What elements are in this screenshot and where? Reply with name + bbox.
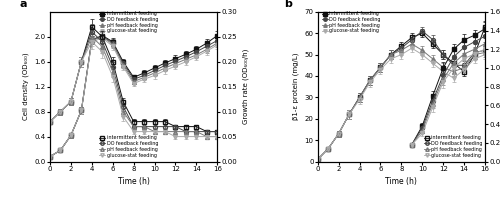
X-axis label: Time (h): Time (h) (386, 177, 418, 186)
Legend: intermittent feeding, DO feedback feeding, pH feedback feeding, glucose-stat fee: intermittent feeding, DO feedback feedin… (424, 135, 482, 158)
Y-axis label: Growth rate (OD₆₀₀/h): Growth rate (OD₆₀₀/h) (243, 49, 250, 124)
Y-axis label: β1-ε protein (mg/L): β1-ε protein (mg/L) (292, 53, 299, 120)
Text: b: b (284, 0, 292, 9)
Text: a: a (20, 0, 28, 9)
Y-axis label: Cell density (OD₆₀₀): Cell density (OD₆₀₀) (22, 53, 29, 121)
X-axis label: Time (h): Time (h) (118, 177, 150, 186)
Legend: intermittent feeding, DO feedback feeding, pH feedback feeding, glucose-stat fee: intermittent feeding, DO feedback feedin… (100, 135, 158, 158)
